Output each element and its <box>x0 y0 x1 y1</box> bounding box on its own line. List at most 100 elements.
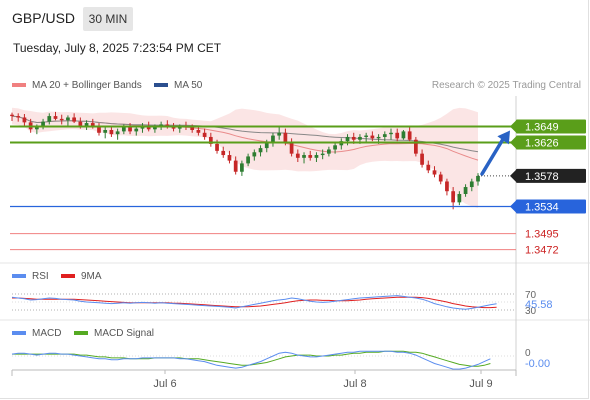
candle-body <box>271 135 275 143</box>
rsi-current-label: 45.58 <box>525 299 553 311</box>
resistance-level-box <box>516 135 586 150</box>
candle-body <box>314 155 319 158</box>
candle-body <box>295 153 300 158</box>
support-level-label: 1.3534 <box>525 202 559 214</box>
candle-body <box>215 143 219 151</box>
x-tick-label: Jul 6 <box>153 378 176 390</box>
candle-body <box>382 134 387 137</box>
candle-body <box>59 118 64 121</box>
legend-ma20: MA 20 + Bollinger Bands <box>12 80 142 91</box>
candle-body <box>22 117 27 123</box>
candle-body <box>165 124 170 127</box>
legend-macd-signal: MACD Signal <box>74 328 154 339</box>
ma50-line <box>11 115 479 153</box>
macd-line <box>11 350 491 370</box>
symbol-title: GBP/USD <box>12 10 76 26</box>
support-level-box <box>516 199 586 214</box>
candle-body <box>451 191 456 203</box>
candle-body <box>208 136 213 144</box>
candle-body <box>432 170 437 175</box>
current-level-label: 1.3578 <box>525 171 559 183</box>
candle-body <box>16 116 21 118</box>
candle-body <box>407 131 412 140</box>
candle-body <box>103 130 108 133</box>
resistance-level-pointer <box>510 136 516 149</box>
candle-body <box>66 117 70 121</box>
candle-body <box>190 127 195 130</box>
candle-body <box>320 153 325 156</box>
candle-body <box>345 136 350 142</box>
candle-body <box>128 127 132 132</box>
candle-body <box>463 187 468 194</box>
rsi-line <box>11 295 497 310</box>
candle-body <box>283 132 288 143</box>
candle-body <box>308 155 313 158</box>
macd-signal-swatch <box>74 331 88 336</box>
candle-body <box>246 156 250 164</box>
candle-body <box>389 132 393 135</box>
candle-body <box>72 117 76 122</box>
candle-body <box>53 116 58 119</box>
candle-body <box>240 163 244 172</box>
candle-body <box>171 126 176 129</box>
current-level-box <box>516 168 586 183</box>
candle-body <box>457 194 462 203</box>
candle-body <box>202 132 207 137</box>
rsi-level-label: 30 <box>525 306 537 317</box>
bollinger-band <box>12 107 478 208</box>
chart-datetime: Tuesday, July 8, 2025 7:23:54 PM CET <box>13 41 222 55</box>
rsi-swatch <box>12 274 26 279</box>
trend-arrow-head <box>497 130 510 145</box>
macd-signal-legend-label: MACD Signal <box>94 328 155 339</box>
candle-body <box>121 127 126 132</box>
candle-body <box>109 130 114 135</box>
macd-swatch <box>12 331 26 336</box>
candle-body <box>233 160 238 172</box>
legend-macd: MACD <box>12 328 61 339</box>
candle-body <box>264 142 269 149</box>
candle-body <box>227 155 232 161</box>
candle-body <box>438 174 443 182</box>
rsi-level-label: 70 <box>525 290 537 301</box>
ma50-swatch <box>154 83 168 88</box>
candle-body <box>289 142 294 154</box>
candle-body <box>34 127 39 130</box>
candle-body <box>370 135 375 139</box>
resistance-level-label: 1.3626 <box>525 138 559 150</box>
candle-body <box>146 125 151 130</box>
candle-body <box>420 153 424 165</box>
ma20-swatch <box>12 83 26 88</box>
candle-body <box>84 123 89 126</box>
candle-body <box>376 136 381 139</box>
candle-body <box>90 123 95 128</box>
candle-body <box>153 127 157 130</box>
candle-body <box>302 155 306 158</box>
legend-rsi: RSI <box>12 271 49 282</box>
target-level-label: 1.3495 <box>525 229 559 241</box>
candle-body <box>358 136 362 140</box>
candle-body <box>327 149 331 154</box>
x-tick-label: Jul 8 <box>343 378 366 390</box>
legend-ma50: MA 50 <box>154 80 202 91</box>
candle-body <box>115 131 120 135</box>
candle-body <box>426 164 431 171</box>
candle-body <box>221 150 226 156</box>
candle-body <box>445 181 449 192</box>
macd-legend-label: MACD <box>32 328 62 339</box>
candle-body <box>78 121 83 126</box>
candle-body <box>258 148 263 153</box>
legend-rsi-ma: 9MA <box>61 271 102 282</box>
timeframe-badge[interactable]: 30 MIN <box>83 7 133 31</box>
candle-body <box>252 152 257 157</box>
rsi-ma-line <box>12 296 497 309</box>
target-level-label: 1.3472 <box>525 245 559 257</box>
candle-body <box>41 121 45 128</box>
support-level-pointer <box>510 200 516 213</box>
candle-body <box>196 130 201 133</box>
candle-body <box>134 128 139 132</box>
candle-body <box>10 114 14 117</box>
candle-body <box>414 139 418 154</box>
candle-body <box>277 132 282 136</box>
credit-text: Research © 2025 Trading Central <box>431 80 581 91</box>
